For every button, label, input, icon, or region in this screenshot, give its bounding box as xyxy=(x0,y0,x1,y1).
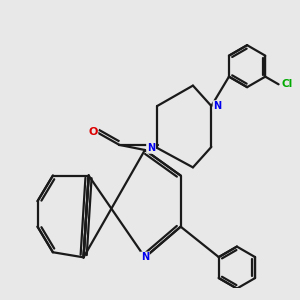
Text: O: O xyxy=(88,127,98,136)
Text: N: N xyxy=(147,143,155,153)
Text: Cl: Cl xyxy=(282,79,293,89)
Text: N: N xyxy=(213,101,221,111)
Text: N: N xyxy=(141,252,149,262)
